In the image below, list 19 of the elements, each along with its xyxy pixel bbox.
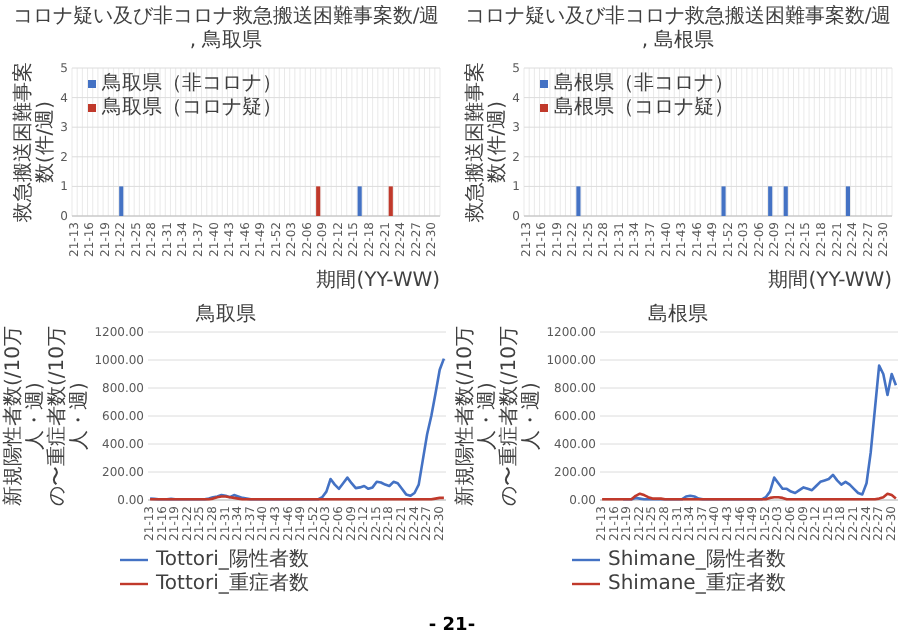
y-axis-title: 新規陽性者数(/10万人・週) の〜重症者数(/10万人・週) bbox=[1, 326, 92, 506]
y-axis-title: 救急搬送困難事案数(件/週) bbox=[11, 62, 58, 224]
legend-label: Shimane_重症者数 bbox=[608, 571, 786, 595]
chart-title: コロナ疑い及び非コロナ救急搬送困難事案数/週, 鳥取県 bbox=[12, 4, 440, 52]
legend-label: Tottori_重症者数 bbox=[154, 571, 309, 595]
legend-label: Shimane_陽性者数 bbox=[608, 547, 786, 571]
y-axis-title: 救急搬送困難事案数(件/週) bbox=[463, 62, 510, 224]
legend-label: 鳥取県（コロナ疑） bbox=[100, 95, 282, 119]
legend-label: 鳥取県（非コロナ） bbox=[100, 71, 282, 95]
legend-label: 島根県（コロナ疑） bbox=[554, 95, 734, 119]
chart-title: コロナ疑い及び非コロナ救急搬送困難事案数/週, 島根県 bbox=[464, 4, 892, 52]
legend-label: 島根県（非コロナ） bbox=[554, 71, 734, 95]
x-axis-title: 期間(YY-WW) bbox=[768, 268, 893, 292]
legend-label: Tottori_陽性者数 bbox=[154, 547, 309, 571]
x-axis-title: 期間(YY-WW) bbox=[316, 268, 441, 292]
y-axis-title: 新規陽性者数(/10万人・週) の〜重症者数(/10万人・週) bbox=[453, 326, 544, 506]
chart-title: 鳥取県 bbox=[194, 302, 256, 326]
text: - 21- bbox=[428, 616, 476, 636]
chart-title: 島根県 bbox=[648, 302, 708, 326]
